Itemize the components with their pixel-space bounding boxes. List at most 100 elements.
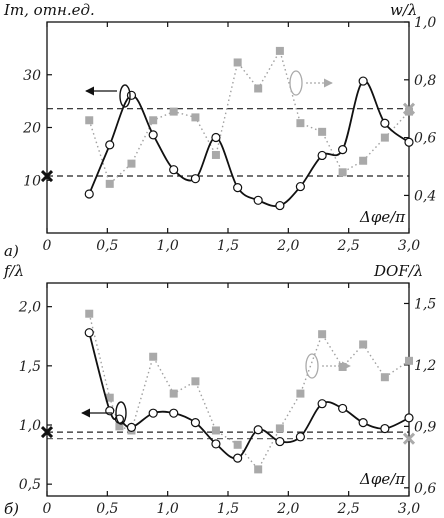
panel-a-series-left-point (169, 165, 179, 175)
panel-b-markers (40, 353, 416, 445)
panel-b-series-left-point (338, 403, 348, 414)
panel-a-x-tick-label: 0,5 (96, 238, 118, 254)
panel-b-ylabel-right: DOF/λ (373, 262, 423, 280)
panel-b-series-right-point (380, 373, 389, 382)
panel-a-series-left-point (190, 174, 201, 184)
panel-b-yleft-tick-label: 0,5 (19, 477, 41, 493)
panel-a-x-tick-label: 0 (43, 238, 52, 254)
panel-a-series-left-point (84, 189, 94, 199)
panel-a-series-left-point (317, 150, 327, 161)
panel-a-series-right-point (296, 119, 305, 128)
panel-b-series-left-point (404, 413, 414, 423)
panel-b-reference-lines (47, 431, 409, 440)
panel-a-yleft-tick-label: 30 (23, 68, 41, 84)
panel-a-x-tick-label: 1,5 (217, 238, 239, 254)
panel-a-series-left-point (233, 183, 243, 193)
panel-b-reference-marker-right (402, 432, 416, 445)
panel-b-series-left-callout-ellipse (115, 401, 127, 425)
panel-b-series-left-point (233, 453, 243, 463)
panel-a-yright-tick-label: 0,4 (414, 188, 436, 204)
panel-a-series-left-point (358, 76, 368, 86)
panel-a-series-left-point (275, 200, 285, 211)
panel-a-series-right-point (405, 107, 413, 116)
panel-a: 0 0,5 1,0 1,5 2,0 2,5 3,0 10 20 30 0,4 0,6 0,8 1,0 Im… (3, 1, 436, 260)
panel-b-ylabel-left: f/λ (3, 262, 24, 280)
panel-a-series-right-point (275, 46, 284, 55)
panel-b-series-left-point (169, 408, 179, 418)
panel-b: 0 0,5 1,0 1,5 2,0 2,5 3,00,51,01,52,00,60,91,2… (3, 262, 436, 518)
panel-a-reference-marker-right (402, 102, 416, 115)
panel-a-series (84, 46, 414, 211)
panel-a-series-left-point (404, 137, 414, 147)
panel-b-series-left-point (358, 418, 368, 428)
panel-b-series-left-point (317, 399, 327, 409)
panel-b-series-right-point (318, 330, 327, 339)
panel-a-x-tick-label: 3,0 (398, 238, 420, 254)
panel-a-series-left-point (126, 90, 137, 100)
panel-a-series-left-callout-ellipse (119, 84, 131, 108)
panel-a-x-tick-label: 2,0 (276, 238, 299, 254)
panel-a-series-right-point (233, 58, 242, 67)
panel-b-series-left-point (126, 422, 137, 432)
panel-b-x-tick-label: 1,5 (217, 501, 239, 517)
panel-b-x-tick-label: 1,0 (157, 501, 179, 517)
panel-b-series-right-point (105, 393, 114, 402)
panel-b-series-right-point (149, 352, 158, 361)
panel-b-series-right-point (85, 309, 94, 318)
panel-a-yleft-tick-label: 10 (23, 173, 41, 189)
panel-a-series-left-point (211, 132, 221, 143)
panel-b-x-tick-label: 2,0 (276, 501, 299, 517)
panel-b-yright-tick-label: 0,9 (414, 419, 436, 435)
panel-b-axes: 0 0,5 1,0 1,5 2,0 2,5 3,00,51,01,52,00,60,91,2… (18, 282, 436, 517)
panel-a-ylabel-right: w/λ (390, 1, 417, 19)
panel-b-yleft-tick-label: 1,0 (19, 418, 41, 434)
panel-a-series-right-point (380, 133, 389, 142)
panel-b-yleft-tick-label: 1,5 (19, 359, 41, 375)
panel-b-yright-tick-label: 1,2 (414, 358, 436, 374)
panel-b-series-left-point (253, 425, 263, 435)
panel-b-series (84, 309, 414, 474)
panel-b-xlabel: Δφe/π (359, 470, 406, 488)
panel-a-series-right-point (149, 116, 158, 125)
panel-b-reference-marker-left (40, 426, 54, 439)
panel-b-series-left-point (84, 328, 94, 338)
panel-b-frame (46, 282, 410, 497)
panel-b-series-left-line (88, 332, 410, 460)
panel-b-series-left-point (380, 423, 390, 434)
panel-b-series-right-callout-ellipse (305, 353, 319, 379)
panel-a-series-right-point (127, 159, 136, 168)
panel-b-series-right-point (296, 389, 305, 398)
panel-b-series-right-point (254, 465, 263, 474)
panel-a-series-left-point (105, 140, 115, 150)
panel-a-series-right-point (338, 168, 347, 177)
panel-b-x-tick-label: 0 (43, 501, 52, 517)
panel-a-reference-marker-left (40, 169, 54, 183)
panel-b-series-right-point (211, 426, 220, 435)
panel-a-series-right-point (359, 156, 368, 165)
panel-b-series-left-point (275, 436, 285, 447)
panel-b-series-left-point (190, 418, 201, 428)
panel-b-label: б) (4, 500, 19, 518)
panel-b-series-right-point (338, 362, 347, 371)
panel-a-frame (46, 21, 410, 234)
panel-a-series-right-point (318, 127, 327, 136)
panel-b-series-right-point (233, 440, 242, 449)
panel-a-series-right-point (85, 116, 94, 125)
panel-a-ylabel-left: Im, отн.ед. (3, 1, 95, 19)
panel-a-x-tick-label: 2,5 (337, 238, 360, 254)
panel-b-series-right-point (191, 377, 200, 386)
panel-a-series-right-callout-ellipse (289, 70, 303, 96)
panel-b-series-right-point (275, 424, 284, 433)
panel-a-yright-tick-label: 0,6 (414, 131, 436, 147)
panel-a-yleft-tick-label: 20 (22, 121, 41, 137)
panel-b-x-tick-label: 0,5 (96, 501, 118, 517)
panel-a-series-right-point (254, 84, 263, 93)
panel-a-series-left-point (338, 145, 348, 155)
panel-b-x-tick-label: 3,0 (398, 501, 420, 517)
panel-b-series-left-point (148, 408, 158, 418)
panel-b-yleft-tick-label: 2,0 (18, 300, 41, 316)
panel-b-yright-tick-label: 0,6 (414, 481, 436, 497)
panel-a-series-right-point (211, 150, 220, 159)
panel-a-series-left-point (380, 118, 390, 128)
